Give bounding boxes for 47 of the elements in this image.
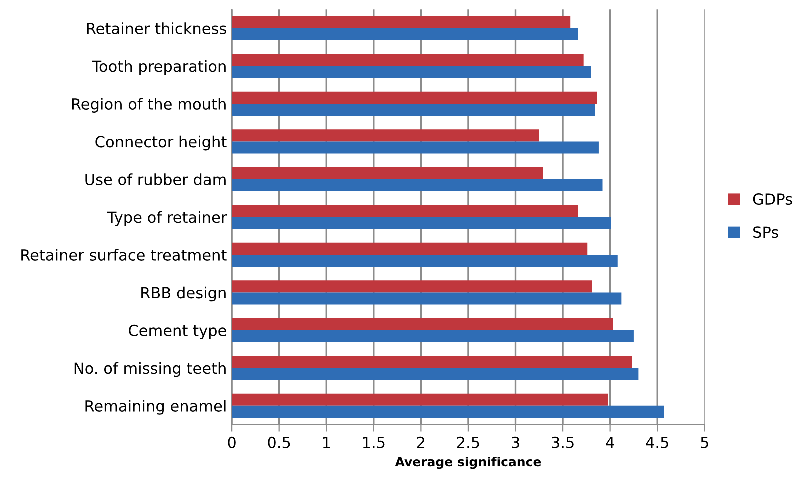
bar	[232, 92, 598, 104]
y-tick-label: Cement type	[129, 324, 226, 340]
x-tick-label: 1	[323, 437, 330, 448]
bar	[232, 242, 588, 255]
bar	[232, 16, 571, 28]
bar	[232, 28, 578, 41]
bar	[232, 217, 612, 230]
bar	[232, 406, 664, 418]
y-tick-label: Connector height	[96, 136, 227, 151]
bar	[232, 254, 618, 268]
bar	[232, 280, 592, 293]
bar	[232, 368, 639, 380]
y-tick-label: Remaining enamel	[86, 400, 226, 415]
y-tick-label: Type of retainer	[107, 211, 228, 226]
x-tick-label: 2.5	[457, 436, 480, 448]
y-tick-label: Tooth preparation	[92, 60, 226, 76]
bar	[232, 167, 544, 180]
x-tick-label: 2	[417, 436, 425, 448]
bar	[232, 179, 603, 192]
x-tick-label: 1.5	[363, 437, 385, 448]
bar	[232, 292, 622, 305]
y-tick-label: Retainer surface treatment	[22, 249, 227, 261]
x-tick-label: 4	[606, 437, 614, 448]
x-tick-label: 5	[701, 437, 708, 448]
legend-label: GDPs	[753, 194, 792, 206]
x-tick-label: 4.5	[646, 437, 668, 448]
bar	[232, 394, 608, 406]
x-tick-label: 0	[228, 436, 236, 448]
bar	[232, 205, 578, 218]
y-tick-label: Region of the mouth	[72, 98, 226, 113]
y-tick-label: Retainer thickness	[87, 22, 226, 34]
bar	[232, 142, 599, 154]
x-tick-label: 0.5	[268, 436, 290, 448]
bar	[232, 54, 584, 66]
x-axis-title: Average significance	[395, 456, 542, 470]
legend-label: SPs	[754, 226, 778, 238]
y-tick-label: Use of rubber dam	[86, 174, 226, 186]
y-tick-label: RBB design	[142, 286, 226, 302]
y-tick-label: No. of missing teeth	[74, 362, 226, 378]
bar	[232, 66, 592, 78]
bar	[232, 104, 596, 116]
x-tick-label: 3.5	[552, 436, 574, 448]
bar	[232, 330, 634, 343]
bar	[232, 356, 632, 368]
bar	[232, 130, 540, 142]
bar	[232, 318, 614, 330]
x-tick-label: 3	[512, 436, 520, 448]
